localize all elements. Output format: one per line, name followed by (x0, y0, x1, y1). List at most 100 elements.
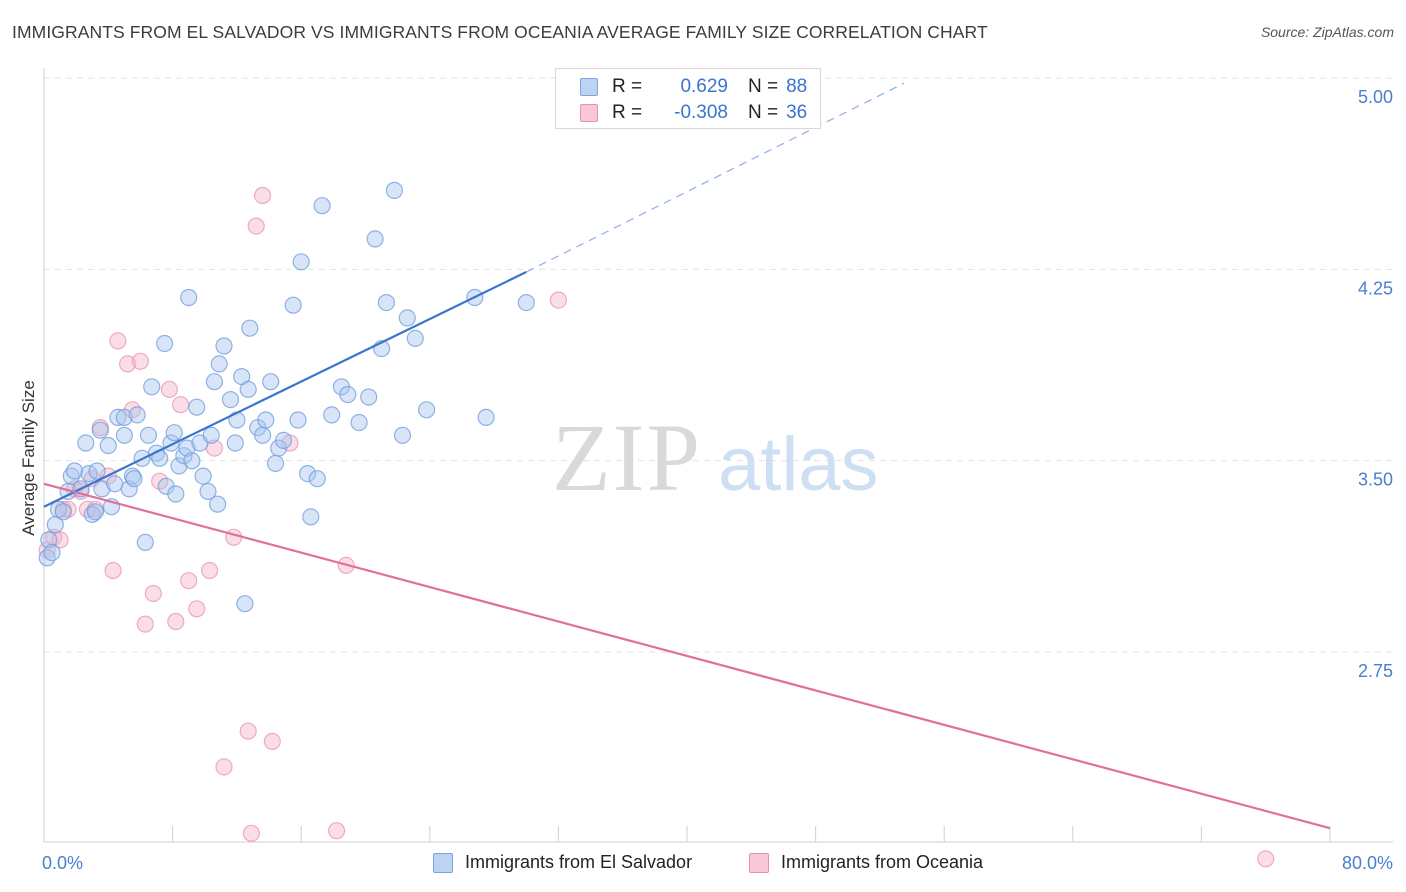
el-salvador-point (241, 319, 259, 337)
legend-r-value: 0.629 (680, 76, 728, 97)
oceania-point (188, 600, 206, 618)
el-salvador-point (284, 296, 302, 314)
el-salvador-point (266, 454, 285, 472)
el-salvador-point (180, 288, 198, 307)
el-salvador-point (239, 380, 257, 398)
el-salvador-point (292, 253, 310, 271)
oceania-point (59, 500, 77, 518)
el-salvador-point (86, 503, 105, 521)
el-salvador-point (156, 334, 174, 353)
el-salvador-point (302, 508, 320, 526)
el-salvador-point (209, 495, 227, 513)
el-salvador-point (308, 470, 326, 488)
oceania-point (118, 355, 137, 373)
el-salvador-point (194, 467, 212, 485)
el-salvador-point (40, 531, 58, 549)
x-tick-label-end: 80.0% (1342, 853, 1393, 873)
legend-item-el-salvador[interactable]: Immigrants from El Salvador (433, 852, 692, 873)
el-salvador-point (398, 309, 416, 327)
el-salvador-point (128, 406, 146, 424)
el-salvador-point (350, 413, 368, 432)
oceania-point (109, 332, 127, 350)
el-salvador-point (167, 485, 185, 503)
legend-row-oceania: R = -0.308 N = 36 (580, 101, 807, 125)
el-salvador-point (143, 378, 161, 396)
el-salvador-point (49, 500, 68, 518)
trend-lines (43, 82, 1331, 830)
oceania-point (254, 186, 272, 205)
legend-swatch-pink (580, 104, 598, 122)
el-salvador-point (115, 408, 134, 426)
el-salvador-point (178, 439, 196, 457)
el-salvador-point (93, 480, 111, 498)
oceania-point (247, 217, 265, 235)
el-salvador-point (65, 462, 84, 480)
el-salvador-point (91, 421, 109, 439)
el-salvador-point (88, 462, 106, 480)
oceania-point (144, 584, 162, 603)
el-salvador-point (38, 549, 56, 567)
el-salvador-point (136, 533, 154, 552)
y-axis-label: Average Family Size (19, 380, 38, 536)
el-salvador-point (517, 294, 535, 312)
el-salvador-point (377, 294, 395, 312)
el-salvador-point (289, 411, 307, 429)
legend-swatch-blue (580, 78, 598, 96)
el-salvador-point (139, 426, 158, 444)
el-salvador-point (165, 424, 183, 442)
watermark-zip: ZIP (552, 404, 702, 511)
legend-row-el-salvador: R = 0.629 N = 88 (580, 75, 807, 99)
watermark-atlas: atlas (718, 422, 879, 507)
el-salvador-point (99, 436, 117, 455)
el-salvador-point (199, 482, 217, 500)
el-salvador-point (254, 426, 272, 444)
el-salvador-point (226, 434, 244, 452)
grid-lines (44, 77, 1393, 653)
oceania-point (131, 352, 149, 370)
el-salvador-point (54, 503, 72, 521)
el-salvador-point (418, 401, 436, 419)
legend-n-value: 36 (786, 102, 808, 123)
legend-label-oceania: Immigrants from Oceania (781, 852, 984, 872)
legend-n-value: 88 (786, 76, 808, 97)
el-salvador-point (366, 230, 384, 248)
el-salvador-point (125, 470, 143, 488)
el-salvador-point (205, 373, 223, 391)
trend-line-el-salvador (43, 271, 527, 508)
chart-title: IMMIGRANTS FROM EL SALVADOR VS IMMIGRANT… (12, 22, 988, 42)
el-salvador-point (323, 406, 341, 424)
y-tick-label: 5.00 (1358, 87, 1393, 107)
el-salvador-point (313, 197, 331, 215)
el-salvador-point (109, 408, 127, 426)
oceania-point (239, 722, 257, 740)
axes (43, 68, 1393, 843)
el-salvador-point (120, 480, 138, 498)
el-salvador-point (77, 434, 95, 452)
series-legend: Immigrants from El Salvador Immigrants f… (0, 852, 1406, 878)
legend-r-label: R = (612, 76, 643, 97)
trend-line-oceania (43, 482, 1331, 830)
oceania-point (225, 528, 243, 546)
el-salvador-point (43, 543, 61, 562)
y-tick-label: 4.25 (1358, 278, 1393, 298)
el-salvador-point (274, 431, 293, 449)
series-el-salvador-points (38, 181, 535, 613)
el-salvador-point (188, 398, 206, 416)
el-salvador-point (393, 426, 412, 444)
oceania-point (160, 380, 178, 398)
el-salvador-point (221, 391, 240, 409)
el-salvador-point (236, 595, 254, 613)
el-salvador-point (215, 337, 233, 355)
oceania-point (167, 612, 185, 631)
el-salvador-point (360, 388, 378, 406)
source-label: Source: ZipAtlas.com (1260, 24, 1394, 40)
oceania-point (263, 732, 281, 751)
stats-legend: R = 0.629 N = 88 R = -0.308 N = 36 (555, 68, 821, 129)
legend-item-oceania[interactable]: Immigrants from Oceania (749, 852, 983, 873)
el-salvador-point (106, 475, 124, 493)
legend-r-label: R = (612, 102, 643, 123)
oceania-point (549, 291, 568, 309)
legend-r-value: -0.308 (674, 102, 728, 123)
legend-n-label: N = (748, 102, 779, 123)
